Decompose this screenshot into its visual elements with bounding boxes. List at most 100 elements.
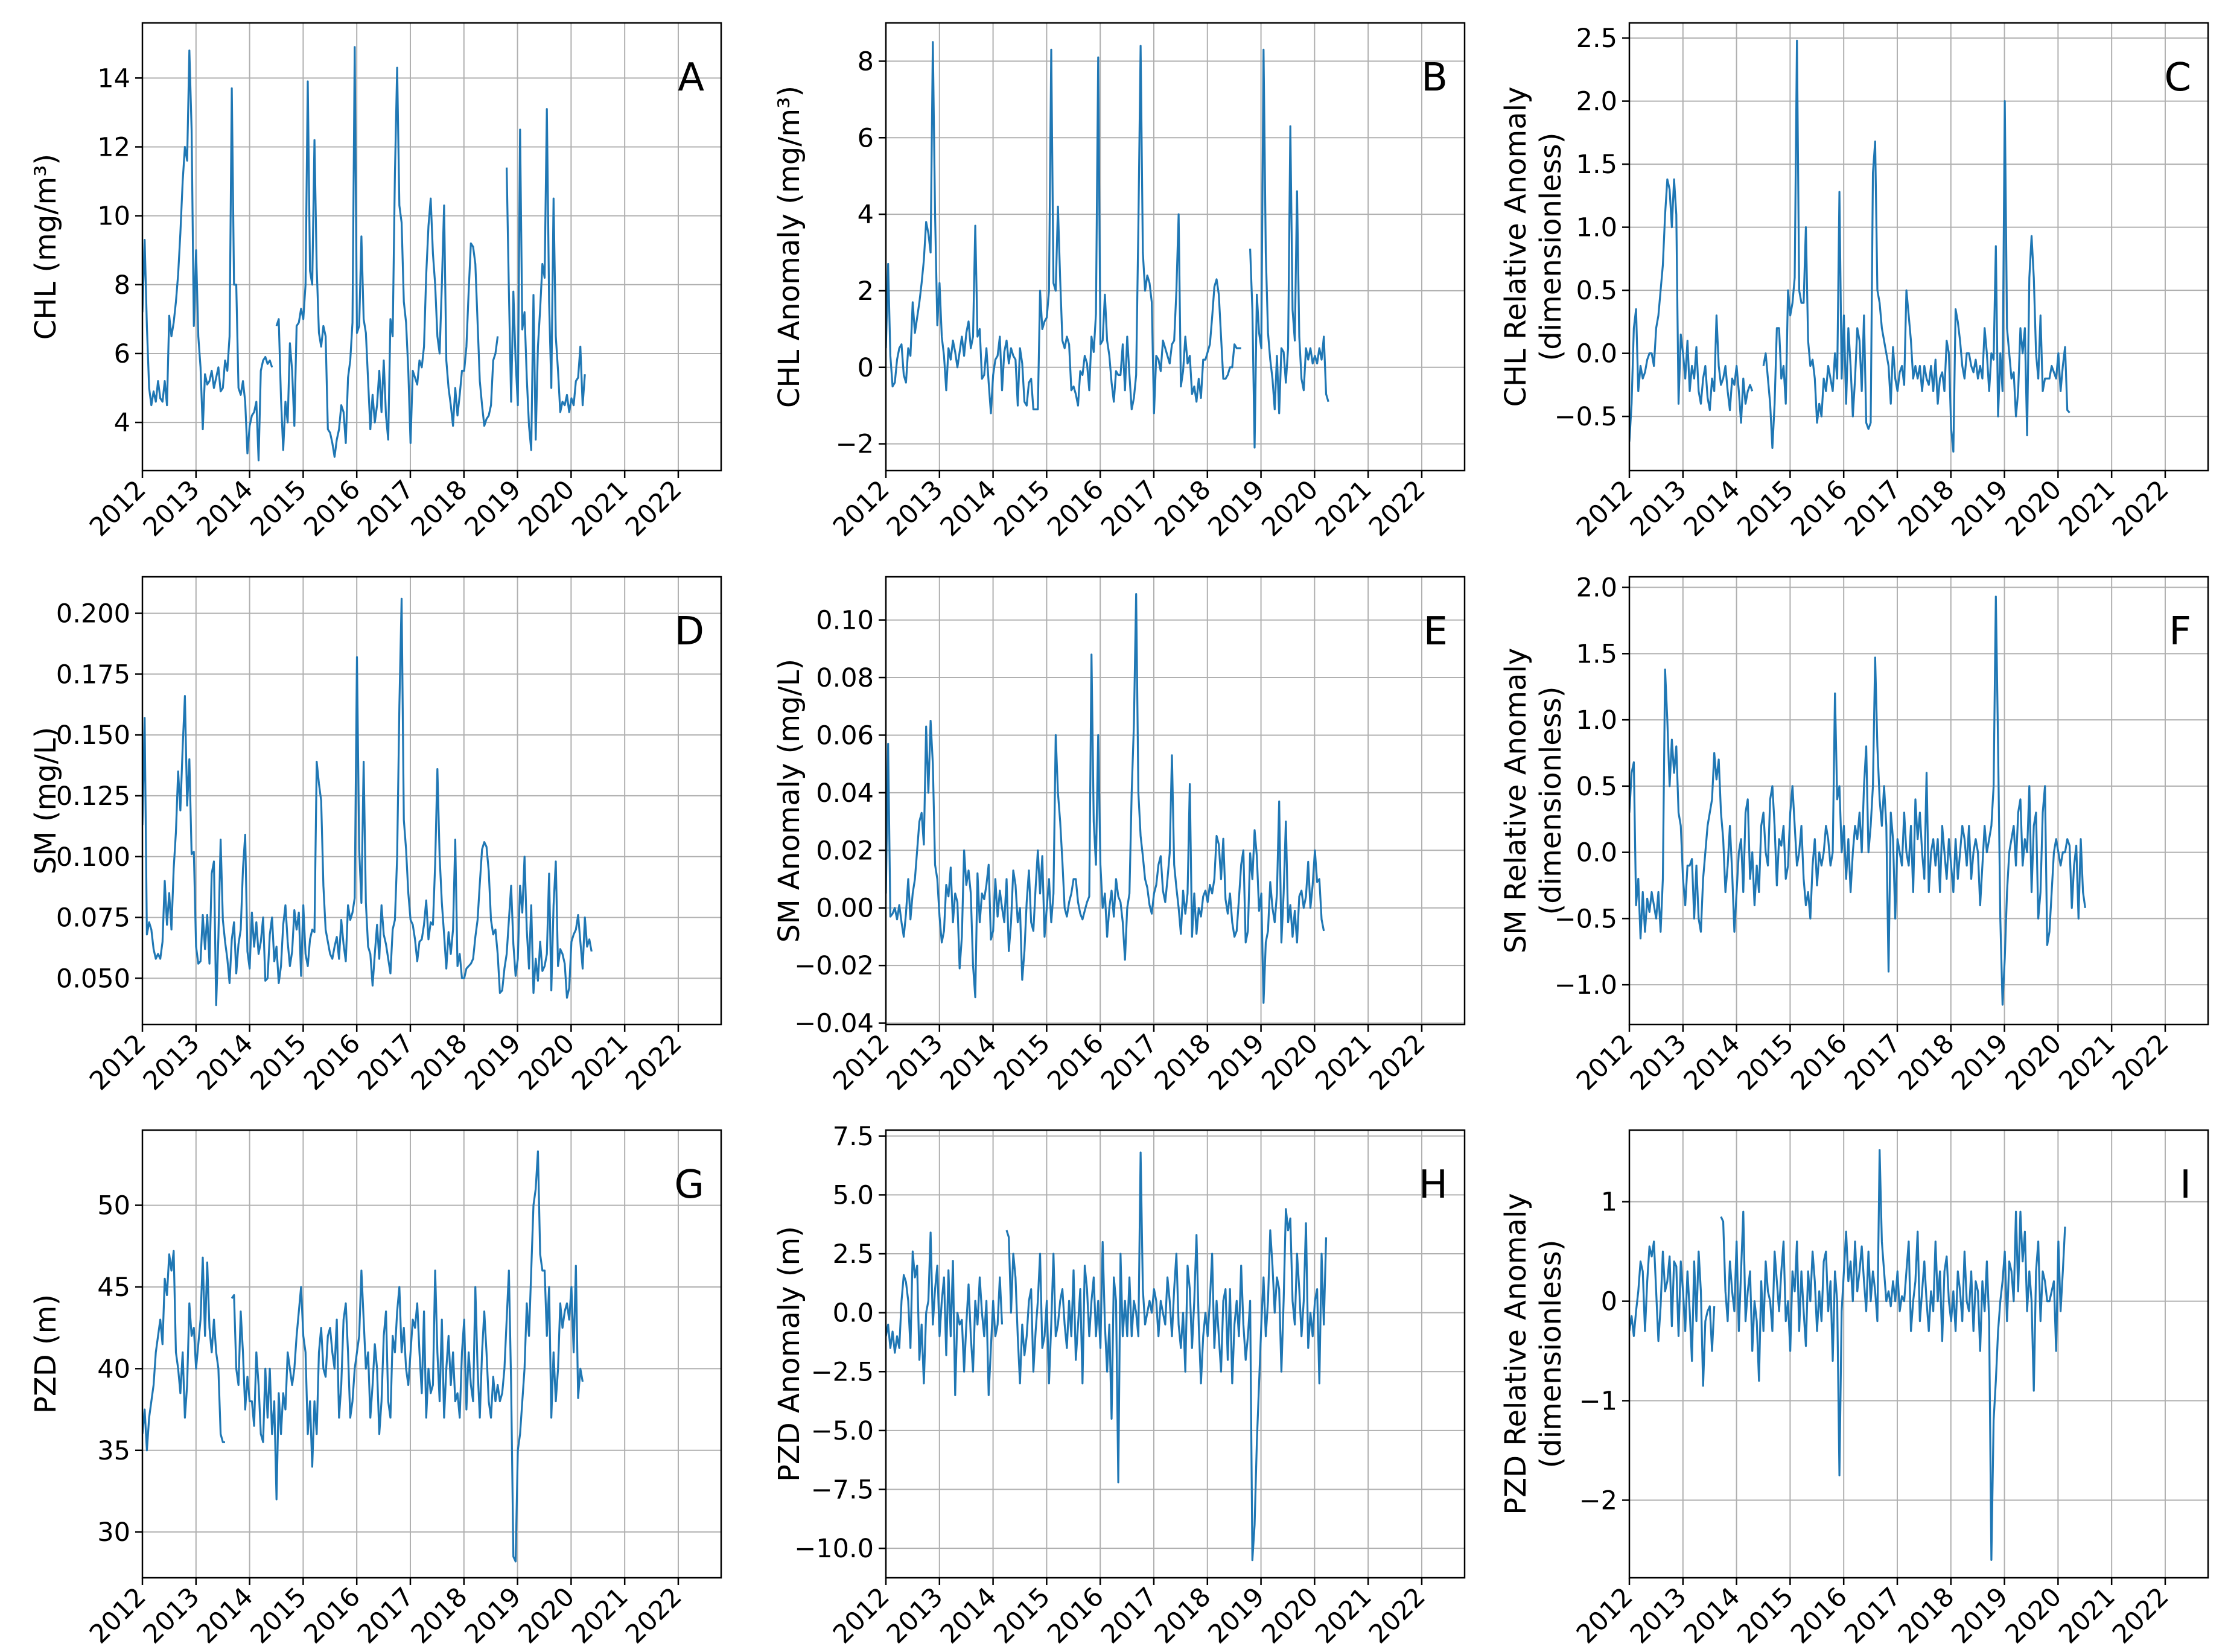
panel-a-ytick-label-1: 6 xyxy=(114,339,130,369)
panel-g-xtick-label-2014: 2014 xyxy=(191,1581,259,1650)
panel-i-ytick-label-1: −1 xyxy=(1579,1386,1617,1416)
panel-h-ytick-label-1: −7.5 xyxy=(811,1475,874,1505)
panel-d-ytick-label-1: 0.075 xyxy=(56,903,130,933)
panel-f-ytick-label-5: 1.5 xyxy=(1576,639,1617,669)
panel-g-ytick-label-4: 50 xyxy=(97,1191,130,1221)
panel-c-ytick-label-6: 2.5 xyxy=(1576,24,1617,54)
panel-a-ytick-label-3: 10 xyxy=(97,202,130,232)
panel-e-ytick-label-3: 0.02 xyxy=(816,836,874,866)
panel-i-xtick-label-2020: 2020 xyxy=(1999,1581,2067,1650)
panel-b-xtick-label-2018: 2018 xyxy=(1149,474,1217,542)
panel-a-ytick-label-0: 4 xyxy=(114,408,130,438)
panel-g-xtick-label-2012: 2012 xyxy=(84,1581,152,1650)
panel-c-ytick-label-1: 0.0 xyxy=(1576,339,1617,369)
panel-a-xtick-label-2022: 2022 xyxy=(620,474,688,542)
panel-b-xtick-label-2014: 2014 xyxy=(935,474,1003,542)
panel-f-ytick-label-4: 1.0 xyxy=(1576,705,1617,735)
panel-h-xtick-label-2022: 2022 xyxy=(1363,1581,1431,1650)
panel-e-xtick-label-2021: 2021 xyxy=(1310,1028,1378,1096)
panel-e-ytick-label-4: 0.04 xyxy=(816,778,874,809)
panel-e-letter: E xyxy=(1424,609,1448,654)
panel-g-xtick-label-2019: 2019 xyxy=(459,1581,527,1650)
panel-h-ytick-label-0: −10.0 xyxy=(794,1534,874,1564)
panel-f-xtick-label-2013: 2013 xyxy=(1625,1028,1693,1096)
panel-i-xtick-label-2017: 2017 xyxy=(1839,1581,1907,1650)
panel-b-ytick-label-4: 6 xyxy=(858,123,874,153)
panel-h-xtick-label-2014: 2014 xyxy=(935,1581,1003,1650)
panel-a-frame xyxy=(141,22,722,472)
panel-i-ylabel: PZD Relative Anomaly(dimensionless) xyxy=(1499,1193,1568,1514)
panel-b: −202468201220132014201520162017201820192… xyxy=(772,22,1466,542)
panel-h-xtick-label-2021: 2021 xyxy=(1310,1581,1378,1650)
panel-e-xtick-label-2016: 2016 xyxy=(1042,1028,1110,1096)
panel-f-xtick-label-2017: 2017 xyxy=(1839,1028,1907,1096)
panel-a-ytick-label-5: 14 xyxy=(97,63,130,94)
panel-i-series-line xyxy=(1629,1149,2066,1561)
panel-b-frame xyxy=(885,22,1466,472)
panel-h-ytick-label-4: 0.0 xyxy=(833,1298,874,1329)
panel-d-xtick-label-2020: 2020 xyxy=(512,1028,581,1096)
panel-i-xtick-label-2018: 2018 xyxy=(1892,1581,1961,1650)
panel-g-xtick-label-2015: 2015 xyxy=(244,1581,313,1650)
panel-e-xtick-label-2020: 2020 xyxy=(1256,1028,1324,1096)
panel-d-xtick-label-2014: 2014 xyxy=(191,1028,259,1096)
panel-f-xtick-label-2022: 2022 xyxy=(2107,1028,2175,1096)
panel-e-ytick-label-1: −0.02 xyxy=(794,951,874,981)
panel-f-xtick-label-2019: 2019 xyxy=(1946,1028,2014,1096)
panel-d-xtick-label-2012: 2012 xyxy=(84,1028,152,1096)
panel-d-ytick-label-3: 0.125 xyxy=(56,781,130,812)
panel-g-ylabel: PZD (m) xyxy=(29,1294,63,1414)
panel-g-xtick-label-2017: 2017 xyxy=(352,1581,420,1650)
panel-g-frame xyxy=(141,1129,722,1579)
panel-i-xtick-label-2012: 2012 xyxy=(1571,1581,1639,1650)
panel-c-xtick-label-2014: 2014 xyxy=(1678,474,1746,542)
panel-f-xtick-label-2018: 2018 xyxy=(1892,1028,1961,1096)
panel-f-xtick-label-2014: 2014 xyxy=(1678,1028,1746,1096)
panel-e-ytick-label-2: 0.00 xyxy=(816,894,874,924)
panel-i-xtick-label-2013: 2013 xyxy=(1625,1581,1693,1650)
panel-c-letter: C xyxy=(2164,56,2191,100)
panel-c-ytick-label-0: −0.5 xyxy=(1555,402,1617,432)
panel-b-xtick-label-2012: 2012 xyxy=(827,474,896,542)
panel-b-xtick-label-2020: 2020 xyxy=(1256,474,1324,542)
panel-d-letter: D xyxy=(675,609,704,654)
panel-d-xtick-label-2013: 2013 xyxy=(138,1028,206,1096)
panel-a-xtick-label-2014: 2014 xyxy=(191,474,259,542)
panel-e-series-line xyxy=(886,593,1325,1004)
panel-e-ytick-label-6: 0.08 xyxy=(816,663,874,693)
panel-h-ytick-label-2: −5.0 xyxy=(811,1416,874,1446)
panel-b-letter: B xyxy=(1421,56,1448,100)
panel-a-ytick-label-4: 12 xyxy=(97,132,130,162)
panel-f-xtick-label-2020: 2020 xyxy=(1999,1028,2067,1096)
panel-i-xtick-label-2015: 2015 xyxy=(1731,1581,1800,1650)
panel-e-xtick-label-2017: 2017 xyxy=(1095,1028,1163,1096)
panel-h-xtick-label-2012: 2012 xyxy=(827,1581,896,1650)
panel-c-series-line xyxy=(1629,39,2070,453)
panel-d: 0.0500.0750.1000.1250.1500.1750.20020122… xyxy=(29,576,722,1096)
panel-f-series-line xyxy=(1629,596,2086,1006)
panel-a-ylabel: CHL (mg/m³) xyxy=(29,154,63,340)
panel-b-xtick-label-2019: 2019 xyxy=(1203,474,1271,542)
panel-c-xtick-label-2016: 2016 xyxy=(1785,474,1853,542)
panel-g-xtick-label-2013: 2013 xyxy=(138,1581,206,1650)
panel-a-xtick-label-2016: 2016 xyxy=(298,474,366,542)
panel-b-ytick-label-5: 8 xyxy=(858,46,874,77)
panel-d-xtick-label-2016: 2016 xyxy=(298,1028,366,1096)
panel-e-xtick-label-2019: 2019 xyxy=(1203,1028,1271,1096)
panel-h-letter: H xyxy=(1419,1163,1448,1207)
panel-c-xtick-label-2022: 2022 xyxy=(2107,474,2175,542)
panel-e-xtick-label-2015: 2015 xyxy=(988,1028,1056,1096)
panel-d-ytick-label-6: 0.200 xyxy=(56,599,130,629)
panel-c-xtick-label-2015: 2015 xyxy=(1731,474,1800,542)
panel-d-ytick-label-5: 0.175 xyxy=(56,659,130,690)
panel-h-xtick-label-2015: 2015 xyxy=(988,1581,1056,1650)
panel-c-xtick-label-2012: 2012 xyxy=(1571,474,1639,542)
panel-d-ytick-label-0: 0.050 xyxy=(56,964,130,994)
panel-a-xtick-label-2015: 2015 xyxy=(244,474,313,542)
panel-c-ytick-label-2: 0.5 xyxy=(1576,276,1617,306)
panel-c-xtick-label-2021: 2021 xyxy=(2053,474,2121,542)
panel-a-xtick-label-2019: 2019 xyxy=(459,474,527,542)
panel-h-ytick-label-3: −2.5 xyxy=(811,1357,874,1387)
panel-i-ytick-label-0: −2 xyxy=(1579,1485,1617,1516)
panel-e-ytick-label-0: −0.04 xyxy=(794,1009,874,1039)
